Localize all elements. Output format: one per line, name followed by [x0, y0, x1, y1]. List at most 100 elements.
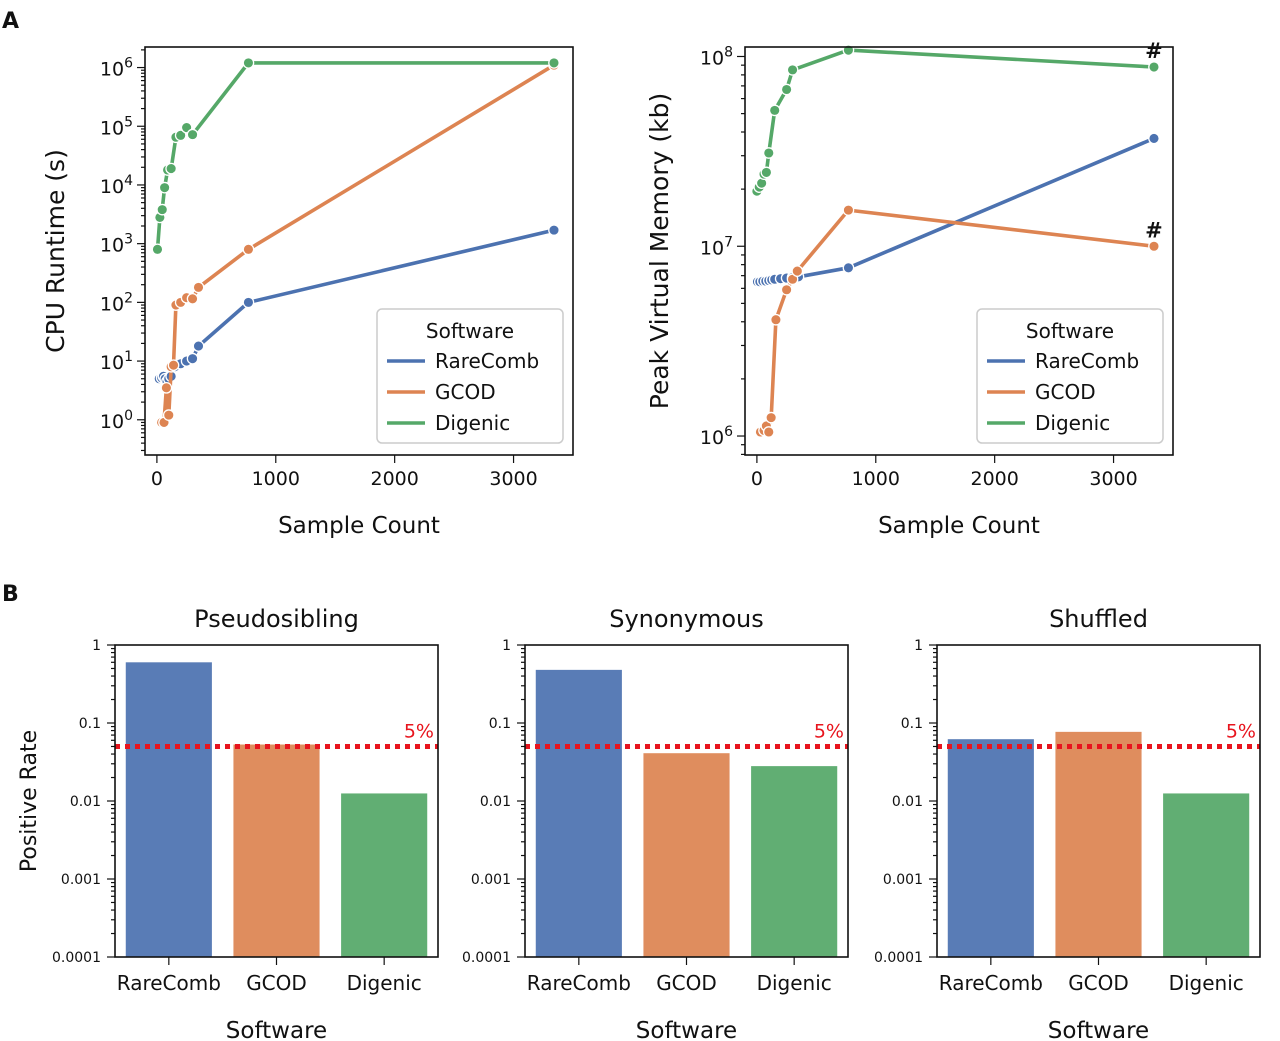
y-tick-label: 0.1	[79, 716, 101, 732]
data-point	[786, 64, 799, 76]
legend-label-gcod: GCOD	[435, 380, 496, 404]
y-axis-label: CPU Runtime (s)	[41, 149, 70, 353]
legend-title: Software	[1026, 319, 1114, 343]
y-tick-label: 0.01	[70, 794, 101, 810]
data-point	[548, 57, 560, 69]
legend-label-digenic: Digenic	[1035, 411, 1110, 435]
x-tick-label: 0	[751, 468, 763, 490]
chart-synonymous: Synonymous 0.0001 0.001 0.01 0.1 1 RareComb GCO…	[462, 605, 849, 1041]
bar-rarecomb	[947, 739, 1034, 957]
bar-rarecomb	[535, 669, 622, 957]
threshold-label: 5%	[1226, 720, 1256, 742]
data-point	[174, 129, 187, 142]
data-point	[162, 409, 175, 421]
data-point	[548, 224, 560, 236]
y-axis-label: Peak Virtual Memory (kb)	[645, 93, 674, 409]
y-tick-label: 0.0001	[874, 950, 923, 966]
legend-box	[976, 308, 1164, 444]
data-point	[1148, 240, 1160, 253]
legend: Software RareComb GCOD Digenic	[976, 308, 1164, 444]
x-tick-label: GCOD	[1068, 971, 1129, 995]
data-point	[167, 359, 180, 372]
data-point	[242, 296, 255, 309]
chart-title: Pseudosibling	[194, 605, 359, 633]
y-tick-label: 0.1	[489, 716, 511, 732]
y-tick-label: 106	[700, 424, 733, 449]
plot-frame	[744, 46, 1174, 456]
plot-frame	[524, 644, 849, 958]
data-point	[768, 104, 781, 117]
plot-frame	[114, 644, 439, 958]
y-tick-label: 100	[100, 408, 133, 433]
y-tick-label: 106	[100, 56, 133, 81]
series-line	[757, 136, 1155, 284]
panel-label-a: A	[2, 9, 19, 34]
y-tick-label: 101	[100, 349, 133, 374]
y-tick-label: 1	[502, 638, 511, 654]
y-tick-label: 102	[100, 290, 133, 315]
chart-cpu: 100 101 102 103 104 105 106 0 1000 2000 3000 Sample…	[41, 46, 574, 539]
data-point	[242, 57, 255, 69]
data-point	[192, 281, 205, 294]
y-tick-label: 0.01	[480, 794, 511, 810]
x-tick-label: GCOD	[656, 971, 717, 995]
annotation-marker: #	[1145, 218, 1163, 242]
y-tick-label: 104	[100, 173, 133, 198]
y-tick-label: 0.001	[471, 872, 511, 888]
y-tick-label: 1	[914, 638, 923, 654]
series-digenic	[751, 44, 1160, 198]
data-point	[780, 283, 793, 296]
plot-frame	[144, 46, 574, 456]
chart-shuffled: Shuffled 0.0001 0.001 0.01 0.1 1 RareComb GCOD D…	[874, 605, 1261, 1041]
data-point	[842, 261, 855, 274]
data-point	[192, 340, 205, 352]
y-tick-label: 0.0001	[462, 950, 511, 966]
panel-label-b: B	[2, 582, 19, 607]
y-tick-label: 103	[100, 232, 133, 257]
data-point	[1148, 61, 1160, 73]
data-point	[760, 166, 773, 179]
bar-digenic	[341, 793, 428, 957]
data-point	[842, 204, 855, 216]
chart-title: Synonymous	[609, 605, 764, 633]
data-point	[791, 265, 804, 277]
y-axis-label: Positive Rate	[17, 730, 42, 872]
threshold-label: 5%	[814, 720, 844, 742]
x-axis-label: Software	[1048, 1018, 1149, 1041]
x-tick-label: RareComb	[527, 971, 631, 995]
data-point	[770, 313, 782, 326]
bar-gcod	[643, 753, 730, 957]
y-tick-label: 108	[700, 44, 733, 69]
data-point	[780, 83, 793, 96]
legend-label-rarecomb: RareComb	[435, 349, 539, 373]
legend-title: Software	[426, 319, 514, 343]
series-gcod	[754, 204, 1160, 438]
bar-rarecomb	[125, 662, 212, 957]
x-tick-label: 1000	[252, 468, 300, 490]
data-point	[151, 243, 164, 256]
x-axis-label: Software	[636, 1018, 737, 1041]
x-tick-label: Digenic	[757, 971, 832, 995]
y-tick-label: 0.001	[883, 872, 923, 888]
data-point	[158, 181, 171, 194]
data-point	[762, 426, 775, 438]
legend-label-rarecomb: RareComb	[1035, 349, 1139, 373]
x-tick-label: 2000	[370, 468, 418, 490]
threshold-label: 5%	[404, 720, 434, 742]
x-tick-label: RareComb	[117, 971, 221, 995]
y-tick-label: 0.001	[61, 872, 101, 888]
x-tick-label: 3000	[1089, 468, 1137, 490]
data-point	[156, 203, 169, 216]
series-rarecomb	[751, 132, 1160, 288]
legend-label-gcod: GCOD	[1035, 380, 1096, 404]
y-tick-label: 105	[100, 114, 133, 139]
annotation-marker: #	[1145, 39, 1163, 63]
y-tick-label: 107	[700, 234, 733, 259]
legend: Software RareComb GCOD Digenic	[376, 308, 564, 444]
plot-frame	[936, 644, 1261, 958]
x-tick-label: GCOD	[246, 971, 307, 995]
series-line	[155, 61, 554, 250]
series-line	[755, 48, 1155, 193]
x-tick-label: 2000	[970, 468, 1018, 490]
